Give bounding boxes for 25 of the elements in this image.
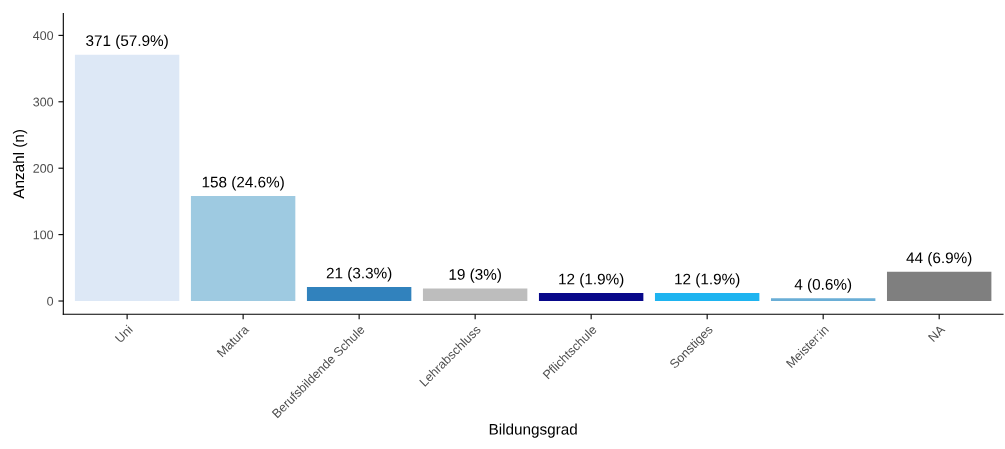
bar xyxy=(306,287,412,302)
data-label: 371 (57.9%) xyxy=(86,34,168,50)
bar xyxy=(654,293,760,302)
data-label: 44 (6.9%) xyxy=(906,252,972,267)
x-tick-label: NA xyxy=(927,324,946,342)
data-label: 158 (24.6%) xyxy=(202,176,284,191)
data-label: 19 (3%) xyxy=(449,268,501,283)
bar xyxy=(422,288,528,302)
y-tick-label: 400 xyxy=(33,31,54,41)
data-label: 4 (0.6%) xyxy=(794,278,852,293)
bar xyxy=(190,196,296,302)
bar xyxy=(74,54,180,302)
y-tick-label: 300 xyxy=(33,97,54,107)
y-axis-title: Anzahl (n) xyxy=(12,130,28,199)
bar xyxy=(538,293,644,302)
x-axis-title: Bildungsgrad xyxy=(489,423,577,438)
y-tick-label: 100 xyxy=(33,230,54,240)
bar xyxy=(770,298,876,302)
y-tick-label: 0 xyxy=(47,296,54,306)
x-tick-label: Uni xyxy=(114,324,134,344)
data-label: 12 (1.9%) xyxy=(559,273,624,288)
data-label: 12 (1.9%) xyxy=(675,273,740,288)
y-tick-label: 200 xyxy=(33,164,54,173)
data-label: 21 (3.3%) xyxy=(326,267,392,282)
bar xyxy=(886,271,992,302)
